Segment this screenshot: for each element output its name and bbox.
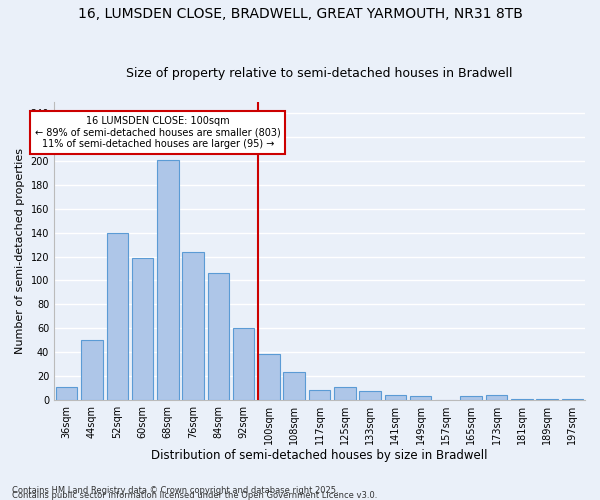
Bar	[385, 395, 406, 400]
Bar	[107, 232, 128, 400]
Bar	[486, 395, 507, 400]
Bar	[283, 372, 305, 400]
Bar	[562, 398, 583, 400]
Bar	[410, 396, 431, 400]
Bar	[359, 392, 381, 400]
Bar	[208, 274, 229, 400]
Text: 16 LUMSDEN CLOSE: 100sqm
← 89% of semi-detached houses are smaller (803)
11% of : 16 LUMSDEN CLOSE: 100sqm ← 89% of semi-d…	[35, 116, 281, 149]
Bar	[258, 354, 280, 400]
Bar	[460, 396, 482, 400]
Bar	[56, 386, 77, 400]
X-axis label: Distribution of semi-detached houses by size in Bradwell: Distribution of semi-detached houses by …	[151, 450, 488, 462]
Bar	[309, 390, 330, 400]
Bar	[536, 398, 558, 400]
Y-axis label: Number of semi-detached properties: Number of semi-detached properties	[15, 148, 25, 354]
Text: Contains public sector information licensed under the Open Government Licence v3: Contains public sector information licen…	[12, 491, 377, 500]
Text: 16, LUMSDEN CLOSE, BRADWELL, GREAT YARMOUTH, NR31 8TB: 16, LUMSDEN CLOSE, BRADWELL, GREAT YARMO…	[77, 8, 523, 22]
Bar	[81, 340, 103, 400]
Bar	[157, 160, 179, 400]
Bar	[233, 328, 254, 400]
Text: Contains HM Land Registry data © Crown copyright and database right 2025.: Contains HM Land Registry data © Crown c…	[12, 486, 338, 495]
Bar	[511, 398, 533, 400]
Bar	[132, 258, 153, 400]
Bar	[334, 386, 356, 400]
Bar	[182, 252, 204, 400]
Title: Size of property relative to semi-detached houses in Bradwell: Size of property relative to semi-detach…	[126, 66, 513, 80]
